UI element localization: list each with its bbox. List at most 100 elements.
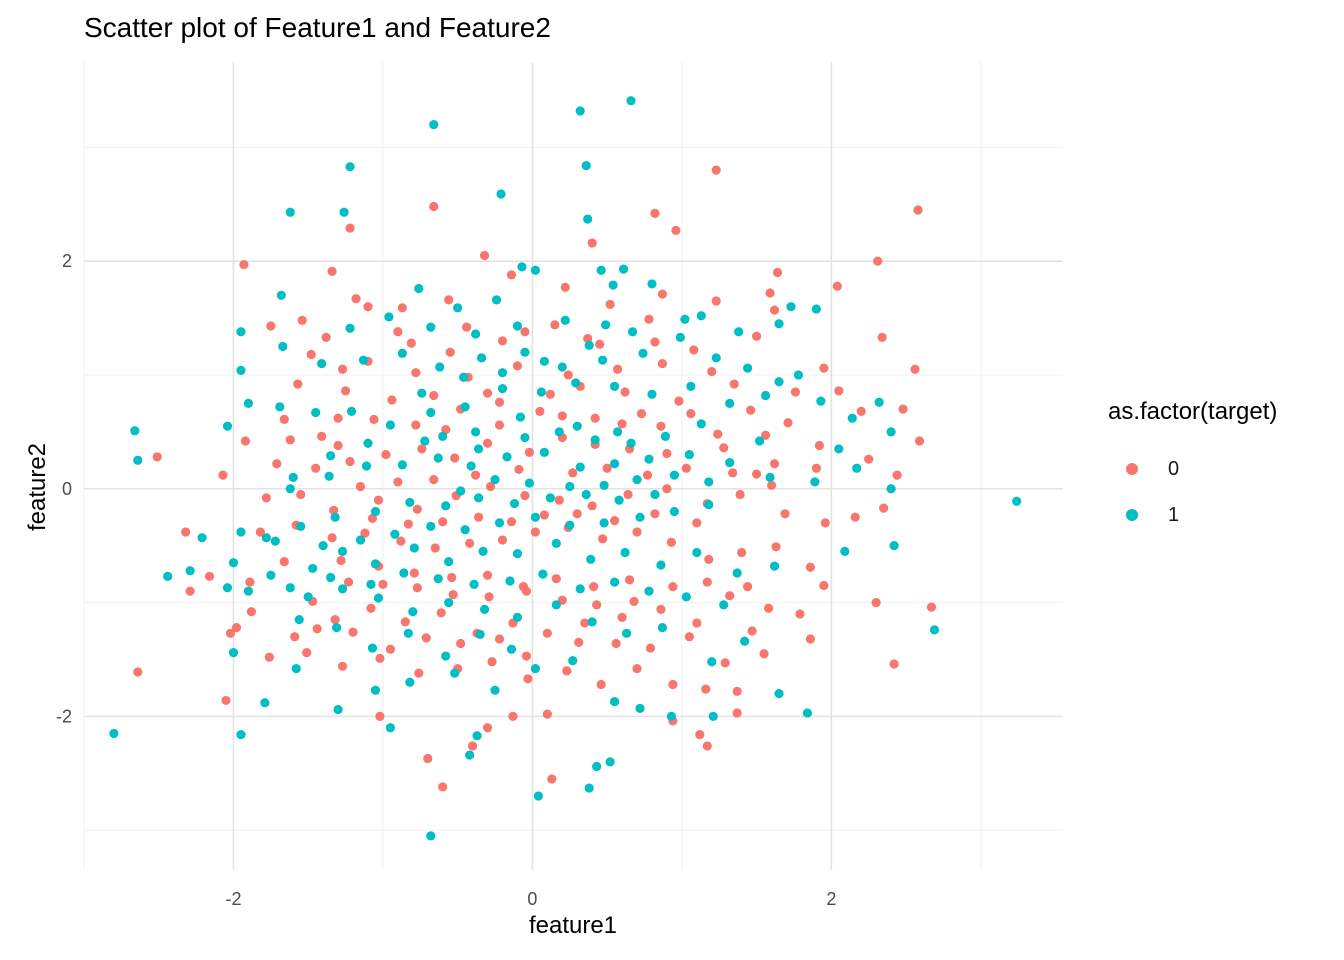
data-point-series-0 — [340, 386, 351, 396]
data-point-series-0 — [805, 562, 816, 572]
data-point-series-1 — [399, 568, 409, 578]
data-point-series-0 — [246, 607, 257, 617]
data-point-series-1 — [590, 435, 600, 445]
data-point-series-1 — [261, 533, 271, 543]
data-point-series-0 — [396, 536, 406, 546]
data-point-series-0 — [521, 651, 532, 661]
data-point-series-1 — [774, 377, 784, 387]
data-point-series-0 — [411, 368, 421, 378]
data-point-series-0 — [763, 603, 774, 613]
data-point-series-1 — [660, 431, 671, 442]
data-point-series-1 — [816, 396, 826, 406]
data-point-series-1 — [626, 438, 636, 448]
data-point-series-0 — [769, 305, 780, 315]
data-point-series-1 — [601, 320, 611, 330]
data-point-series-0 — [692, 518, 702, 528]
data-point-series-0 — [790, 387, 801, 397]
data-point-series-0 — [450, 453, 460, 463]
data-point-series-1 — [397, 460, 407, 470]
data-point-series-1 — [635, 703, 645, 714]
data-point-series-1 — [345, 323, 355, 333]
data-point-series-0 — [587, 501, 597, 511]
data-point-series-0 — [605, 299, 615, 309]
data-point-series-0 — [482, 388, 493, 398]
data-point-series-0 — [765, 288, 775, 298]
data-point-series-0 — [312, 624, 322, 634]
data-point-series-1 — [497, 368, 508, 378]
data-point-series-1 — [810, 477, 820, 487]
data-point-series-1 — [456, 486, 466, 496]
data-point-series-0 — [487, 657, 497, 667]
data-point-series-1 — [793, 370, 804, 380]
data-point-series-0 — [704, 554, 714, 564]
data-point-series-1 — [270, 536, 280, 546]
legend-title: as.factor(target) — [1108, 398, 1278, 425]
data-point-series-1 — [472, 731, 482, 741]
data-point-series-1 — [575, 462, 585, 472]
data-point-series-1 — [367, 643, 378, 653]
data-point-series-0 — [542, 628, 552, 638]
data-point-series-0 — [231, 623, 242, 633]
data-point-series-1 — [296, 521, 306, 531]
data-point-series-0 — [482, 570, 493, 580]
data-point-series-1 — [681, 592, 691, 602]
data-point-series-1 — [163, 571, 173, 581]
data-point-series-1 — [370, 506, 381, 517]
data-point-series-0 — [279, 414, 289, 424]
legend-label-1: 1 — [1168, 503, 1180, 526]
data-point-series-1 — [680, 314, 690, 324]
data-point-series-1 — [414, 283, 424, 294]
data-point-series-1 — [403, 628, 413, 638]
data-point-series-1 — [433, 453, 443, 463]
data-point-series-0 — [152, 452, 162, 462]
data-point-series-0 — [598, 534, 608, 544]
data-point-series-0 — [445, 347, 455, 357]
data-point-series-1 — [460, 402, 470, 412]
data-point-series-0 — [795, 609, 805, 619]
data-point-series-1 — [725, 457, 735, 468]
data-point-series-0 — [711, 296, 721, 306]
data-point-series-1 — [397, 348, 407, 358]
data-point-series-0 — [204, 571, 215, 581]
data-point-series-1 — [460, 525, 470, 535]
x-axis-label: feature1 — [528, 912, 618, 939]
data-point-series-0 — [181, 527, 191, 537]
data-point-series-1 — [505, 576, 515, 586]
data-point-series-0 — [327, 266, 337, 276]
data-point-series-0 — [662, 448, 672, 459]
data-point-series-1 — [802, 708, 813, 718]
data-point-series-0 — [572, 509, 582, 519]
data-point-series-1 — [285, 583, 295, 593]
data-point-series-0 — [772, 267, 783, 278]
data-point-series-1 — [478, 546, 488, 556]
data-point-series-1 — [405, 497, 415, 508]
data-point-series-1 — [285, 207, 295, 217]
data-point-series-0 — [662, 484, 672, 494]
data-point-series-1 — [109, 728, 119, 739]
data-point-series-0 — [438, 517, 448, 527]
data-point-series-0 — [624, 575, 635, 585]
data-point-series-1 — [308, 563, 318, 574]
data-point-series-1 — [497, 384, 508, 394]
data-point-series-1 — [512, 321, 523, 331]
data-point-series-1 — [554, 427, 564, 437]
data-point-series-0 — [889, 659, 899, 669]
data-point-series-0 — [381, 450, 391, 460]
data-point-series-1 — [475, 629, 485, 640]
data-point-series-1 — [647, 389, 657, 399]
data-point-series-1 — [433, 574, 443, 584]
data-point-series-0 — [385, 644, 396, 654]
data-point-series-0 — [617, 419, 627, 429]
data-point-series-1 — [581, 160, 591, 171]
data-point-series-1 — [557, 362, 567, 372]
data-point-series-0 — [473, 512, 484, 522]
data-point-series-0 — [317, 431, 327, 442]
data-point-series-0 — [285, 435, 295, 445]
data-point-series-0 — [429, 201, 439, 212]
data-point-series-1 — [243, 586, 254, 596]
data-point-series-1 — [536, 387, 546, 397]
data-point-series-1 — [774, 319, 784, 329]
data-point-series-0 — [719, 443, 729, 453]
data-point-series-1 — [426, 831, 436, 841]
data-point-series-1 — [517, 262, 527, 272]
